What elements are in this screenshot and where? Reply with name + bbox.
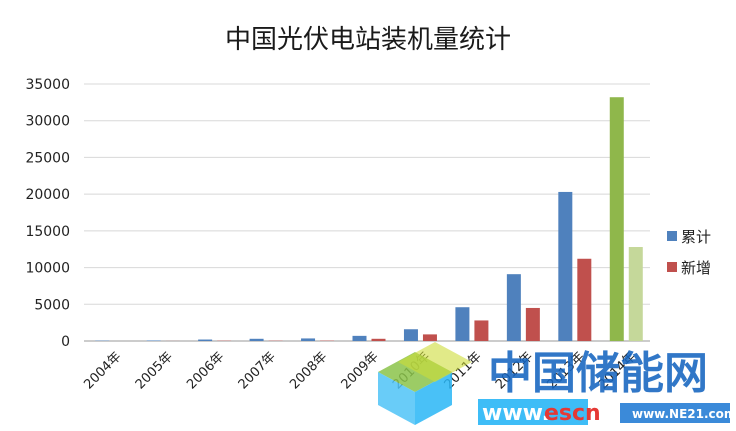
bar-cumulative-5: [352, 335, 367, 341]
legend-label-cumulative: 累计: [681, 228, 711, 246]
legend: 累计 新增: [667, 228, 711, 277]
x-tick-label: 2005年: [133, 349, 176, 392]
y-tick-label: 25000: [25, 150, 70, 166]
x-tick-label: 2004年: [81, 349, 124, 392]
bar-new-9: [577, 258, 592, 341]
y-tick-label: 10000: [25, 261, 70, 277]
y-tick-label: 0: [61, 334, 70, 350]
x-tick-label: 2008年: [287, 349, 330, 392]
watermark-url-prefix: www.: [482, 401, 550, 426]
chart-title: 中国光伏电站装机量统计: [225, 25, 511, 55]
bar-new-7: [474, 320, 489, 341]
bar-cumulative-4: [301, 338, 316, 341]
gridlines: [84, 83, 650, 342]
y-tick-label: 35000: [25, 77, 70, 93]
x-tick-label: 2007年: [236, 349, 279, 392]
y-tick-label: 30000: [25, 114, 70, 130]
bar-new-6: [422, 334, 437, 341]
legend-label-new: 新增: [681, 259, 711, 277]
bars: [95, 97, 643, 342]
x-tick-label: 2006年: [184, 349, 227, 392]
bar-cumulative-7: [455, 307, 470, 341]
y-tick-label: 20000: [25, 187, 70, 203]
y-tick-label: 15000: [25, 224, 70, 240]
bar-new-8: [525, 307, 540, 341]
bar-new-10: [628, 247, 643, 341]
bar-cumulative-10: [609, 97, 624, 342]
y-tick-label: 5000: [34, 297, 70, 313]
x-tick-label: 2009年: [339, 349, 382, 392]
bar-cumulative-2: [198, 339, 213, 341]
watermark-brand-text: 中国储能网: [488, 348, 708, 399]
watermark-logo: 中国储能网 www. escn www.NE21.com: [378, 342, 736, 426]
bar-new-5: [371, 338, 386, 341]
bar-cumulative-9: [558, 191, 573, 341]
cube-logo-icon: [378, 342, 472, 425]
bar-cumulative-3: [249, 338, 264, 341]
bar-cumulative-6: [403, 329, 418, 341]
watermark-url-domain: escn: [544, 401, 601, 426]
y-axis-ticks: 0 5000 10000 15000 20000 25000 30000 35000: [25, 77, 70, 350]
watermark-url-small: www.NE21.com: [632, 407, 736, 421]
bar-cumulative-1: [146, 340, 161, 341]
legend-swatch-new: [667, 262, 677, 272]
legend-swatch-cumulative: [667, 231, 677, 241]
bar-cumulative-8: [506, 274, 521, 341]
